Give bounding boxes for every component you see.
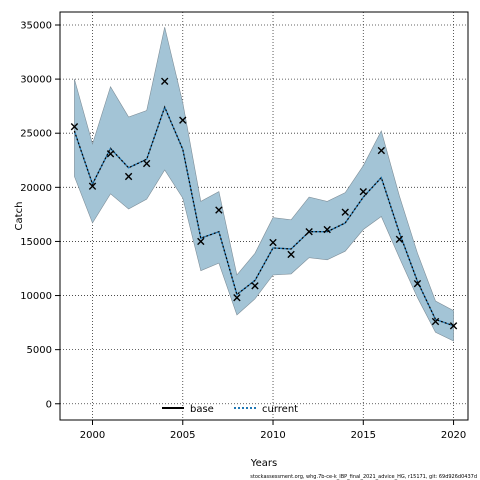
y-tick-label-20000: 20000 — [20, 183, 52, 194]
observed-point-stroke — [124, 172, 133, 181]
observed-point-2005 — [179, 116, 187, 124]
observed-point-stroke — [305, 227, 313, 236]
observed-point-1999 — [70, 123, 79, 131]
observed-point-stroke — [449, 322, 458, 330]
plot-frame — [59, 11, 469, 421]
x-tick-label-2010: 2010 — [260, 430, 285, 441]
observed-point-stroke — [179, 116, 187, 124]
observed-point-stroke — [70, 123, 79, 131]
series-lines — [73, 105, 454, 327]
observed-point-2015 — [359, 187, 367, 196]
series-line-current — [73, 105, 454, 327]
observed-point-2014 — [341, 208, 349, 216]
observed-point-2009 — [251, 282, 259, 290]
observed-point-2001 — [106, 150, 115, 158]
footnote: stockassessment.org, whg.7b-ce-k_IBP_fin… — [250, 474, 477, 480]
observed-point-2010 — [269, 238, 277, 247]
observed-points — [70, 77, 458, 330]
legend-label-current: current — [262, 404, 298, 415]
observed-point-stroke — [323, 225, 331, 234]
x-tick-label-2000: 2000 — [80, 430, 105, 441]
observed-point-stroke — [215, 206, 223, 214]
observed-point-stroke — [251, 282, 259, 290]
y-tick-label-15000: 15000 — [20, 237, 52, 248]
observed-point-stroke — [233, 294, 241, 302]
observed-point-2018 — [413, 279, 422, 288]
observed-point-stroke — [359, 187, 367, 196]
observed-point-stroke — [431, 317, 440, 326]
observed-point-2008 — [233, 294, 241, 302]
x-tick-label-2015: 2015 — [351, 430, 376, 441]
observed-point-2003 — [142, 159, 151, 168]
y-axis-title: Catch — [14, 202, 25, 231]
x-tick-label-2020: 2020 — [441, 430, 466, 441]
x-tick-label-2005: 2005 — [170, 430, 195, 441]
observed-point-stroke — [106, 150, 115, 158]
observed-point-stroke — [197, 237, 205, 246]
observed-point-stroke — [161, 77, 169, 85]
observed-point-2017 — [395, 235, 404, 243]
observed-point-2006 — [197, 237, 205, 246]
y-axis: 0 5000 10000 15000 20000 25000 30000 35000 — [20, 20, 60, 410]
observed-point-2011 — [287, 250, 295, 259]
x-axis: 2000 2005 2010 2015 2020 — [80, 420, 466, 441]
y-tick-label-35000: 35000 — [20, 20, 52, 31]
observed-point-2012 — [305, 227, 313, 236]
observed-point-stroke — [142, 159, 151, 168]
observed-point-2016 — [377, 146, 386, 155]
observed-point-2007 — [215, 206, 223, 214]
observed-point-2020 — [449, 322, 458, 330]
y-tick-label-0: 0 — [46, 399, 52, 410]
observed-point-2004 — [161, 77, 169, 85]
legend: base current — [162, 404, 298, 415]
y-tick-label-10000: 10000 — [20, 291, 52, 302]
confidence-band-area — [74, 27, 454, 342]
observed-point-2000 — [88, 182, 97, 190]
series-line-base — [73, 105, 454, 327]
observed-point-stroke — [395, 235, 404, 243]
legend-label-base: base — [190, 404, 214, 415]
confidence-band — [74, 27, 454, 342]
observed-point-stroke — [287, 250, 295, 259]
observed-point-2002 — [124, 172, 133, 181]
observed-point-stroke — [413, 279, 422, 288]
observed-point-stroke — [88, 182, 97, 190]
observed-point-2013 — [323, 225, 331, 234]
observed-point-2019 — [431, 317, 440, 326]
observed-point-stroke — [269, 238, 277, 247]
observed-point-stroke — [341, 208, 349, 216]
gridlines — [60, 12, 468, 420]
y-tick-label-5000: 5000 — [27, 345, 52, 356]
y-tick-label-30000: 30000 — [20, 75, 52, 86]
observed-point-stroke — [377, 146, 386, 155]
y-tick-label-25000: 25000 — [20, 129, 52, 140]
x-axis-title: Years — [250, 458, 277, 469]
